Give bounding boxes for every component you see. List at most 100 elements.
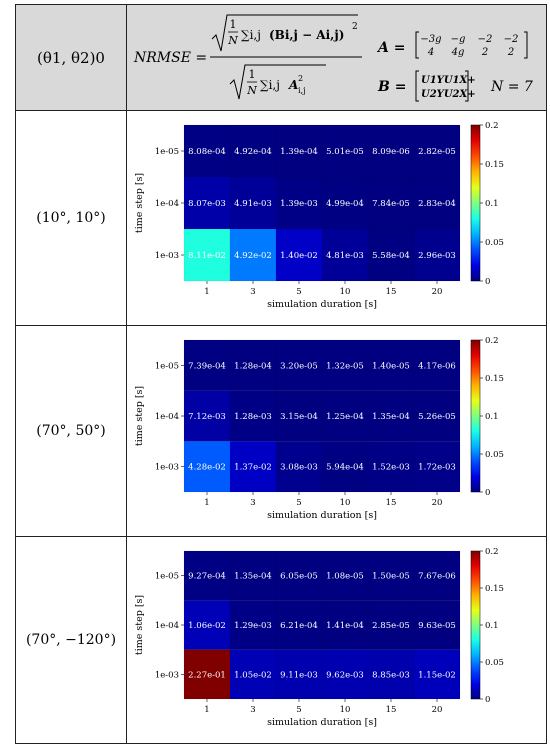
matrix-b-label: B = — [377, 79, 406, 95]
colorbar-tick-label: 0.2 — [485, 336, 499, 346]
colorbar-tick-label: 0.15 — [485, 374, 504, 384]
colorbar-tick-label: 0.15 — [485, 160, 504, 170]
heatmap-cell-rect — [321, 390, 369, 442]
heatmap-cell-rect — [229, 176, 277, 230]
matrix-a-entry: −g — [451, 34, 466, 45]
num-frac-bottom: N — [227, 34, 238, 47]
heatmap-value-label: 4.92e-04 — [234, 147, 272, 157]
matrix-b-row-1: U1YU1X+ — [421, 75, 476, 86]
initial-condition-header: (θ1, θ2)0 — [16, 5, 127, 110]
heatmap-value-label: 5.01e-05 — [326, 147, 364, 157]
x-tick-label: 20 — [432, 287, 443, 297]
heatmap-cell-rect — [367, 228, 415, 282]
x-tick-label: 10 — [340, 287, 351, 297]
results-table: (θ1, θ2)0 NRMSE = 1 N ∑i,j (Bi,j − Ai,j)… — [15, 4, 547, 744]
matrix-a-entry: −2 — [504, 34, 519, 45]
x-tick-label: 3 — [250, 287, 255, 297]
heatmap-chart: 7.39e-04 1.28e-04 3.20e-05 1.32e-05 1.40e-05… — [134, 336, 504, 521]
heatmap-value-label: 4.99e-04 — [326, 199, 364, 209]
colorbar-tick-label: 0 — [485, 488, 490, 498]
matrix-b-left-bracket — [415, 70, 419, 102]
heatmap-cell-rect — [183, 649, 231, 700]
table-header-row: (θ1, θ2)0 NRMSE = 1 N ∑i,j (Bi,j − Ai,j)… — [16, 5, 546, 111]
colorbar-tick-label: 0.15 — [485, 584, 504, 594]
initial-condition-cell: (70°, −120°) — [16, 537, 127, 743]
heatmap-cell-rect — [367, 176, 415, 230]
heatmap-value-label: 8.08e-04 — [188, 147, 226, 157]
x-tick-label: 15 — [386, 705, 397, 715]
table-row: (70°, 50°) 7.39e-04 1.28e-04 3.20e-05 1.32e… — [16, 326, 546, 537]
heatmap-value-label: 4.17e-06 — [418, 361, 456, 371]
heatmap-value-label: 5.26e-05 — [418, 412, 456, 422]
heatmap-cell-rect — [321, 339, 369, 391]
heatmap-cell-rect — [275, 441, 323, 493]
den-sub: i,j — [298, 86, 306, 95]
initial-condition-cell: (10°, 10°) — [16, 111, 127, 325]
heatmap-cell-rect — [229, 228, 277, 282]
heatmap-cell-rect — [183, 550, 231, 601]
y-axis-label: time step [s] — [134, 595, 145, 655]
den-body: A — [288, 78, 298, 92]
heatmap-value-label: 2.85e-05 — [372, 621, 410, 631]
y-axis-label: time step [s] — [134, 173, 145, 233]
heatmap-value-label: 4.92e-02 — [234, 251, 272, 261]
heatmap-cell-rect — [183, 339, 231, 391]
matrix-a-entries: −3g −g −2 −2 4 4g 2 2 — [420, 34, 518, 58]
colorbar-tick-label: 0 — [485, 277, 490, 287]
initial-condition-label: (10°, 10°) — [36, 210, 106, 226]
denominator-radical — [229, 64, 326, 100]
colorbar-tick-label: 0.2 — [485, 121, 499, 131]
heatmap-value-label: 5.58e-04 — [372, 251, 410, 261]
n-value: N = 7 — [490, 79, 533, 95]
y-tick-label: 1e-04 — [155, 621, 179, 631]
heatmap-value-label: 1.40e-05 — [372, 361, 410, 371]
heatmap-cell-rect — [275, 390, 323, 442]
heatmap-cell-rect — [275, 550, 323, 601]
matrix-a-entry: 4g — [451, 47, 465, 58]
colorbar-tick-label: 0.1 — [485, 199, 499, 209]
matrix-a-entry: 2 — [481, 47, 488, 58]
colorbar-tick-label: 0.2 — [485, 547, 499, 557]
heatmap-value-label: 1.08e-05 — [326, 572, 364, 582]
heatmap-cell-rect — [367, 550, 415, 601]
y-tick-label: 1e-03 — [155, 463, 179, 473]
heatmap-cell-rect — [413, 441, 461, 493]
matrix-a-label: A = — [376, 40, 405, 56]
heatmap-value-label: 1.35e-04 — [372, 412, 410, 422]
colorbar-tick-label: 0.05 — [485, 238, 504, 248]
x-tick-label: 10 — [340, 705, 351, 715]
den-frac-bottom: N — [246, 84, 257, 97]
heatmap-value-label: 6.21e-04 — [280, 621, 318, 631]
heatmap-cell-rect — [321, 176, 369, 230]
heatmap-value-label: 1.39e-04 — [280, 147, 318, 157]
heatmap-cell-rect — [413, 124, 461, 178]
heatmap-cell-rect — [367, 124, 415, 178]
heatmap-value-label: 2.82e-05 — [418, 147, 456, 157]
y-tick-label: 1e-04 — [155, 412, 179, 422]
colorbar-tick-label: 0.1 — [485, 621, 499, 631]
heatmap-cell-rect — [321, 441, 369, 493]
heatmap-value-label: 4.81e-03 — [326, 251, 364, 261]
heatmap-value-label: 1.39e-03 — [280, 199, 318, 209]
colorbar-tick-label: 0.05 — [485, 450, 504, 460]
matrix-a-left-bracket — [415, 31, 419, 59]
y-tick-label: 1e-03 — [155, 670, 179, 680]
matrix-a-entry: −2 — [478, 34, 493, 45]
matrix-a-right-bracket — [524, 31, 528, 59]
heatmap-value-label: 1.28e-03 — [234, 412, 272, 422]
heatmap-cell-rect — [183, 176, 231, 230]
colorbar — [470, 339, 481, 493]
table-row: (10°, 10°) 8.08e-04 4.92e-04 1.39e-04 5.01e… — [16, 111, 546, 326]
heatmap-cell-rect — [229, 339, 277, 391]
matrix-a-entry: −3g — [420, 34, 441, 45]
heatmap-cell-rect — [229, 550, 277, 601]
den-exp: 2 — [298, 74, 303, 83]
heatmap-value-label: 4.28e-02 — [188, 463, 226, 473]
heatmap-value-label: 8.07e-03 — [188, 199, 226, 209]
heatmap-value-label: 1.06e-02 — [188, 621, 226, 631]
y-tick-label: 1e-05 — [155, 572, 179, 582]
x-tick-label: 10 — [340, 498, 351, 508]
x-tick-label: 15 — [386, 287, 397, 297]
initial-condition-cell: (70°, 50°) — [16, 326, 127, 536]
heatmap-value-label: 2.96e-03 — [418, 251, 456, 261]
